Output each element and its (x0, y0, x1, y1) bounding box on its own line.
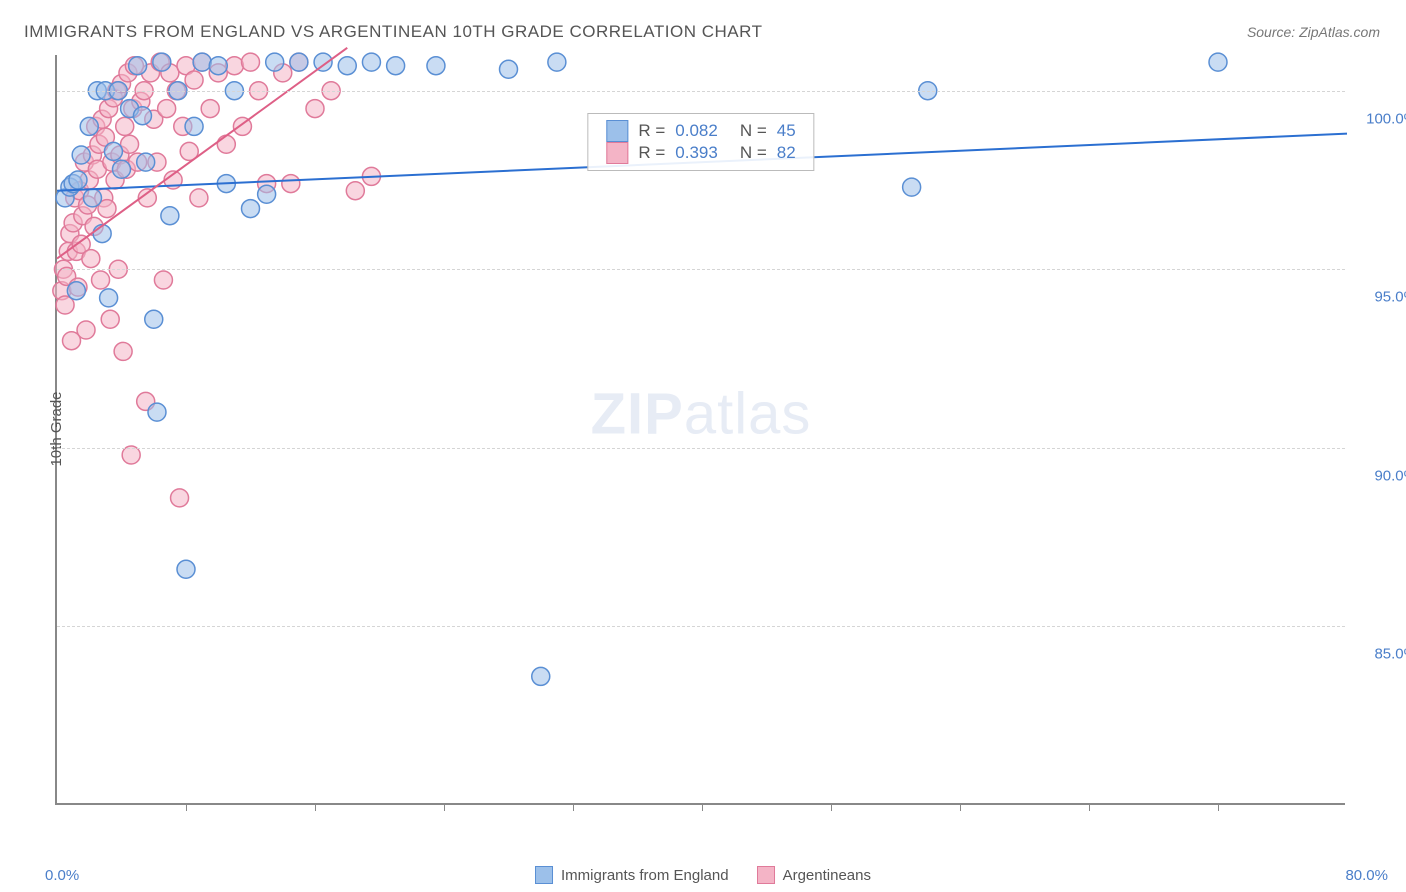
data-point (209, 57, 227, 75)
x-axis-max-label: 80.0% (1345, 867, 1388, 884)
r-value: 0.082 (675, 121, 718, 141)
legend-swatch (606, 120, 628, 142)
chart-title: IMMIGRANTS FROM ENGLAND VS ARGENTINEAN 1… (24, 22, 762, 42)
data-point (532, 667, 550, 685)
data-point (258, 185, 276, 203)
y-tick-label: 85.0% (1374, 646, 1406, 663)
data-point (80, 117, 98, 135)
data-point (387, 57, 405, 75)
data-point (158, 100, 176, 118)
data-point (129, 57, 147, 75)
data-point (548, 53, 566, 71)
data-point (82, 250, 100, 268)
data-point (338, 57, 356, 75)
gridline (57, 269, 1345, 270)
x-tick (186, 803, 187, 811)
data-point (306, 100, 324, 118)
y-tick-label: 90.0% (1374, 467, 1406, 484)
data-point (1209, 53, 1227, 71)
data-point (121, 135, 139, 153)
series-legend: Immigrants from England Argentineans (535, 866, 871, 884)
data-point (148, 403, 166, 421)
legend-item: Argentineans (757, 866, 871, 884)
correlation-legend-row: R = 0.393 N = 82 (606, 142, 795, 164)
data-point (145, 310, 163, 328)
x-tick (444, 803, 445, 811)
n-label: N = (740, 143, 767, 163)
data-point (362, 53, 380, 71)
r-value: 0.393 (675, 143, 718, 163)
x-axis-min-label: 0.0% (45, 867, 79, 884)
legend-swatch (757, 866, 775, 884)
legend-swatch (606, 142, 628, 164)
data-point (500, 60, 518, 78)
gridline (57, 91, 1345, 92)
data-point (114, 342, 132, 360)
data-point (69, 171, 87, 189)
data-point (100, 289, 118, 307)
data-point (177, 560, 195, 578)
data-point (104, 142, 122, 160)
data-point (185, 117, 203, 135)
data-point (225, 57, 243, 75)
r-label: R = (638, 121, 665, 141)
data-point (133, 107, 151, 125)
data-point (92, 271, 110, 289)
data-point (67, 282, 85, 300)
data-point (242, 200, 260, 218)
legend-label: Immigrants from England (561, 867, 729, 884)
data-point (201, 100, 219, 118)
data-point (171, 489, 189, 507)
data-point (116, 117, 134, 135)
data-point (903, 178, 921, 196)
data-point (190, 189, 208, 207)
gridline (57, 448, 1345, 449)
data-point (93, 225, 111, 243)
data-point (193, 53, 211, 71)
data-point (113, 160, 131, 178)
data-point (290, 53, 308, 71)
data-point (153, 53, 171, 71)
legend-label: Argentineans (783, 867, 871, 884)
correlation-legend: R = 0.082 N = 45 R = 0.393 N = 82 (587, 113, 814, 171)
x-tick (831, 803, 832, 811)
data-point (72, 146, 90, 164)
x-tick (315, 803, 316, 811)
data-point (83, 189, 101, 207)
n-value: 82 (777, 143, 796, 163)
legend-swatch (535, 866, 553, 884)
n-value: 45 (777, 121, 796, 141)
data-point (427, 57, 445, 75)
data-point (161, 207, 179, 225)
x-tick (702, 803, 703, 811)
data-point (266, 53, 284, 71)
n-label: N = (740, 121, 767, 141)
r-label: R = (638, 143, 665, 163)
source-attribution: Source: ZipAtlas.com (1247, 24, 1380, 40)
data-point (346, 182, 364, 200)
correlation-legend-row: R = 0.082 N = 45 (606, 120, 795, 142)
x-tick (960, 803, 961, 811)
data-point (242, 53, 260, 71)
data-point (185, 71, 203, 89)
x-tick (573, 803, 574, 811)
data-point (77, 321, 95, 339)
data-point (282, 175, 300, 193)
chart-container: IMMIGRANTS FROM ENGLAND VS ARGENTINEAN 1… (0, 0, 1406, 892)
x-tick (1089, 803, 1090, 811)
gridline (57, 626, 1345, 627)
data-point (314, 53, 332, 71)
legend-item: Immigrants from England (535, 866, 729, 884)
data-point (137, 153, 155, 171)
data-point (154, 271, 172, 289)
data-point (217, 135, 235, 153)
y-tick-label: 95.0% (1374, 289, 1406, 306)
y-tick-label: 100.0% (1366, 110, 1406, 127)
x-tick (1218, 803, 1219, 811)
plot-area: 10th Grade ZIPatlas R =0.082N =45R =0.39… (55, 55, 1345, 805)
data-point (101, 310, 119, 328)
